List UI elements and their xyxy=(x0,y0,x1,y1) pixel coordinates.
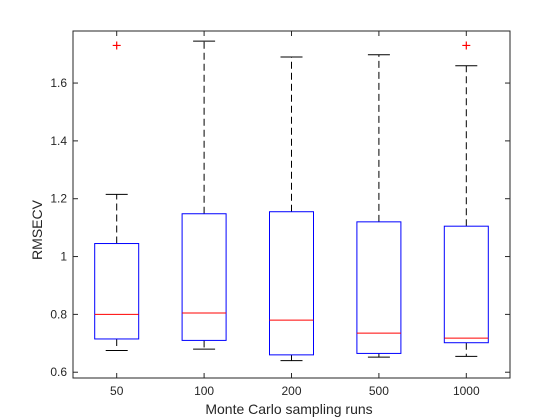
y-tick-label: 1 xyxy=(60,250,67,264)
y-tick-label: 1.4 xyxy=(50,134,67,148)
x-tick-label: 200 xyxy=(281,384,301,398)
x-tick-label: 50 xyxy=(110,384,124,398)
y-tick-label: 0.8 xyxy=(50,307,67,321)
y-tick-label: 1.6 xyxy=(50,76,67,90)
x-tick-label: 100 xyxy=(194,384,214,398)
x-tick-label: 500 xyxy=(369,384,389,398)
x-axis-label: Monte Carlo sampling runs xyxy=(205,401,372,417)
y-tick-label: 1.2 xyxy=(50,192,67,206)
y-axis-label: RMSECV xyxy=(29,199,45,260)
x-tick-label: 1000 xyxy=(453,384,480,398)
y-tick-label: 0.6 xyxy=(50,365,67,379)
